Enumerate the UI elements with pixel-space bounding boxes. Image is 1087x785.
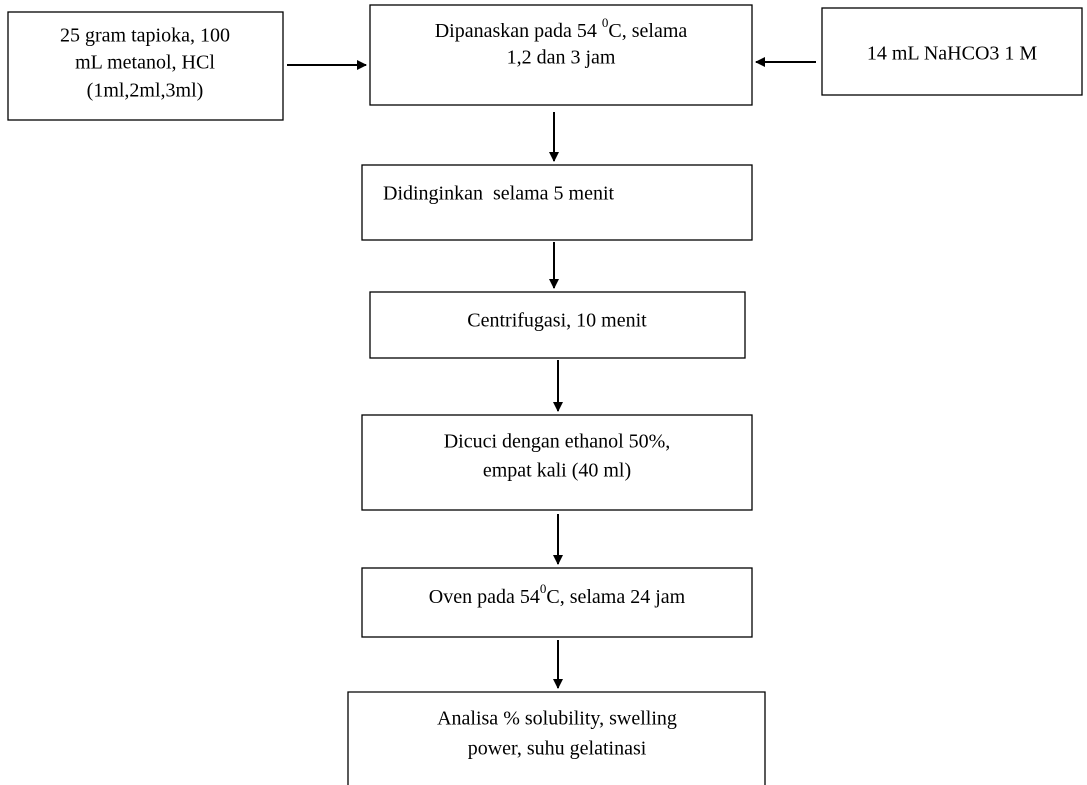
node-text: mL metanol, HCl [75, 52, 215, 74]
node-text: 25 gram tapioka, 100 [60, 25, 230, 47]
text-part: C, selama [608, 20, 687, 42]
node-text: Analisa % solubility, swelling [437, 708, 677, 730]
node-box [369, 4, 753, 106]
node-text: Oven pada 540C, selama 24 jam [429, 581, 686, 608]
node-box [821, 7, 1083, 96]
superscript: 0 [602, 15, 609, 30]
node-text: Didinginkan selama 5 menit [383, 183, 615, 205]
node-box [369, 291, 746, 359]
node-box [347, 691, 766, 785]
node-box [361, 164, 753, 241]
superscript: 0 [540, 581, 547, 596]
node-text: 14 mL NaHCO3 1 M [867, 43, 1038, 65]
node-text: (1ml,2ml,3ml) [87, 80, 204, 102]
node-text: Centrifugasi, 10 menit [467, 310, 647, 332]
node-box [361, 567, 753, 638]
node-text: 1,2 dan 3 jam [507, 47, 616, 69]
node-box [361, 414, 753, 511]
node-text: Dipanaskan pada 54 0C, selama [435, 15, 688, 42]
node-text: power, suhu gelatinasi [468, 738, 647, 760]
text-part: C, selama 24 jam [546, 586, 685, 608]
node-text: Dicuci dengan ethanol 50%, [444, 431, 671, 453]
text-part: Oven pada 54 [429, 586, 540, 608]
node-text: empat kali (40 ml) [483, 460, 631, 482]
node-box [7, 11, 284, 121]
text-part: Dipanaskan pada 54 [435, 20, 602, 42]
